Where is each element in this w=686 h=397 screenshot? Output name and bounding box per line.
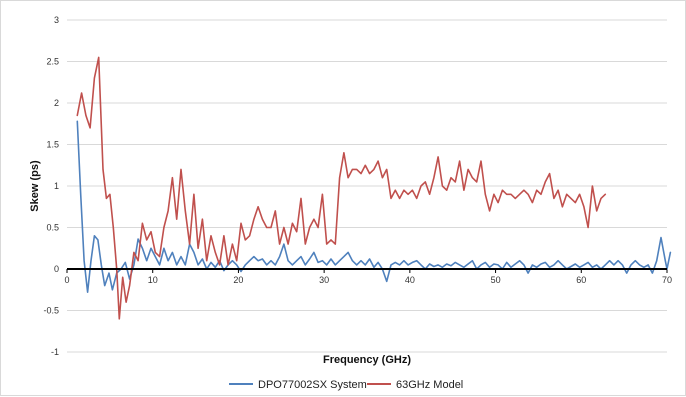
y-axis-title: Skew (ps) [29,160,41,212]
x-tick-label: 50 [491,275,501,285]
y-axis-ticks: 3 2.5 2 1.5 1 0.5 0 -0.5 -1 [43,15,59,357]
x-tick-label: 40 [405,275,415,285]
legend: DPO77002SX System 63GHz Model [229,379,463,391]
x-tick-label: 60 [576,275,586,285]
x-tick-label: 20 [233,275,243,285]
y-tick-label: 1 [54,181,59,191]
y-tick-label: 1.5 [46,140,59,150]
series-line-63ghz-model [76,56,607,320]
y-tick-label: 3 [54,15,59,25]
legend-label: 63GHz Model [396,379,463,391]
x-tick-label: 70 [662,275,672,285]
x-axis-ticks: 0 10 20 30 40 50 60 70 [64,269,672,285]
y-tick-label: 2.5 [46,57,59,67]
y-tick-label: 0 [54,264,59,274]
legend-label: DPO77002SX System [258,379,367,391]
x-tick-label: 0 [64,275,69,285]
series-line-dpo77002sx-system [76,120,672,293]
x-axis-title: Frequency (GHz) [323,354,411,366]
y-tick-label: -0.5 [43,306,59,316]
y-tick-label: -1 [51,347,59,357]
y-tick-label: 2 [54,98,59,108]
gridlines [67,19,667,353]
x-tick-label: 30 [319,275,329,285]
y-tick-label: 0.5 [46,223,59,233]
series-lines [76,56,672,320]
x-tick-label: 10 [148,275,158,285]
